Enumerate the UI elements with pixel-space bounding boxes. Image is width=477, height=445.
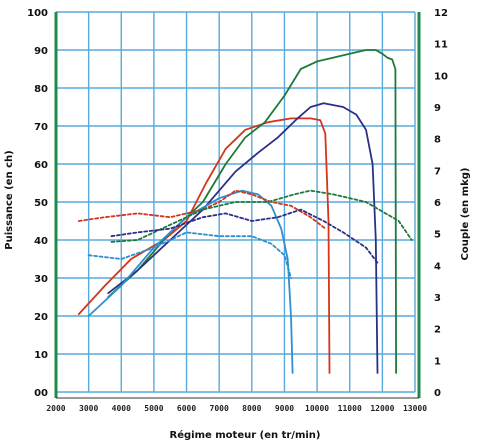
y-tick-label: 20	[34, 312, 48, 323]
power-curve-2	[107, 102, 379, 374]
axes	[54, 12, 421, 399]
y2-tick-label: 8	[434, 135, 441, 146]
y2-tick-label: 5	[434, 230, 441, 241]
x-tick-label: 2000	[46, 404, 65, 413]
y-tick-label: 100	[27, 8, 48, 19]
y2-axis-label: Couple (en mkg)	[460, 168, 471, 261]
y2-tick-label: 9	[434, 103, 441, 114]
y-tick-label: 50	[34, 198, 48, 209]
y2-tick-label: 1	[434, 356, 441, 367]
x-tick-label: 13000	[403, 404, 427, 413]
y-tick-label: 80	[34, 84, 48, 95]
power-curve-1	[107, 49, 398, 374]
y-tick-label: 30	[34, 274, 48, 285]
x-tick-label: 3000	[79, 404, 98, 413]
y2-tick-label: 2	[434, 325, 441, 336]
x-tick-label: 11000	[338, 404, 362, 413]
torque-curve-6	[110, 208, 379, 264]
y2-tick-label: 12	[434, 8, 448, 19]
y2-tick-label: 3	[434, 293, 441, 304]
y2-tick-label: 0	[434, 388, 441, 399]
x-axis-label: Régime moteur (en tr/min)	[170, 429, 321, 441]
series-layer	[77, 49, 413, 374]
torque-curve-5	[110, 189, 413, 243]
y-tick-label: 10	[34, 350, 48, 361]
power-curve-0	[77, 117, 331, 374]
x-tick-label: 12000	[370, 404, 394, 413]
x-tick-label: 10000	[305, 404, 329, 413]
y-axis-label: Puissance (en ch)	[4, 150, 15, 249]
x-tick-label: 5000	[144, 404, 163, 413]
torque-curve-4	[77, 189, 327, 230]
y-tick-label: 00	[34, 388, 48, 399]
ticks: 2000 3000 4000 5000 6000 7000 8000 9000 10000 110…	[27, 8, 448, 413]
y-tick-label: 90	[34, 46, 48, 57]
y-tick-label: 40	[34, 236, 48, 247]
y2-tick-label: 7	[434, 166, 441, 177]
y2-tick-label: 6	[434, 198, 441, 209]
y2-tick-label: 4	[434, 261, 441, 272]
x-tick-label: 8000	[242, 404, 261, 413]
y2-tick-label: 11	[434, 40, 448, 51]
y2-tick-label: 10	[434, 71, 448, 82]
x-tick-label: 7000	[210, 404, 229, 413]
y-tick-label: 60	[34, 160, 48, 171]
x-tick-label: 9000	[275, 404, 294, 413]
x-tick-label: 6000	[177, 404, 196, 413]
y-tick-label: 70	[34, 122, 48, 133]
x-tick-label: 4000	[112, 404, 131, 413]
torque-curve-7	[87, 231, 292, 279]
